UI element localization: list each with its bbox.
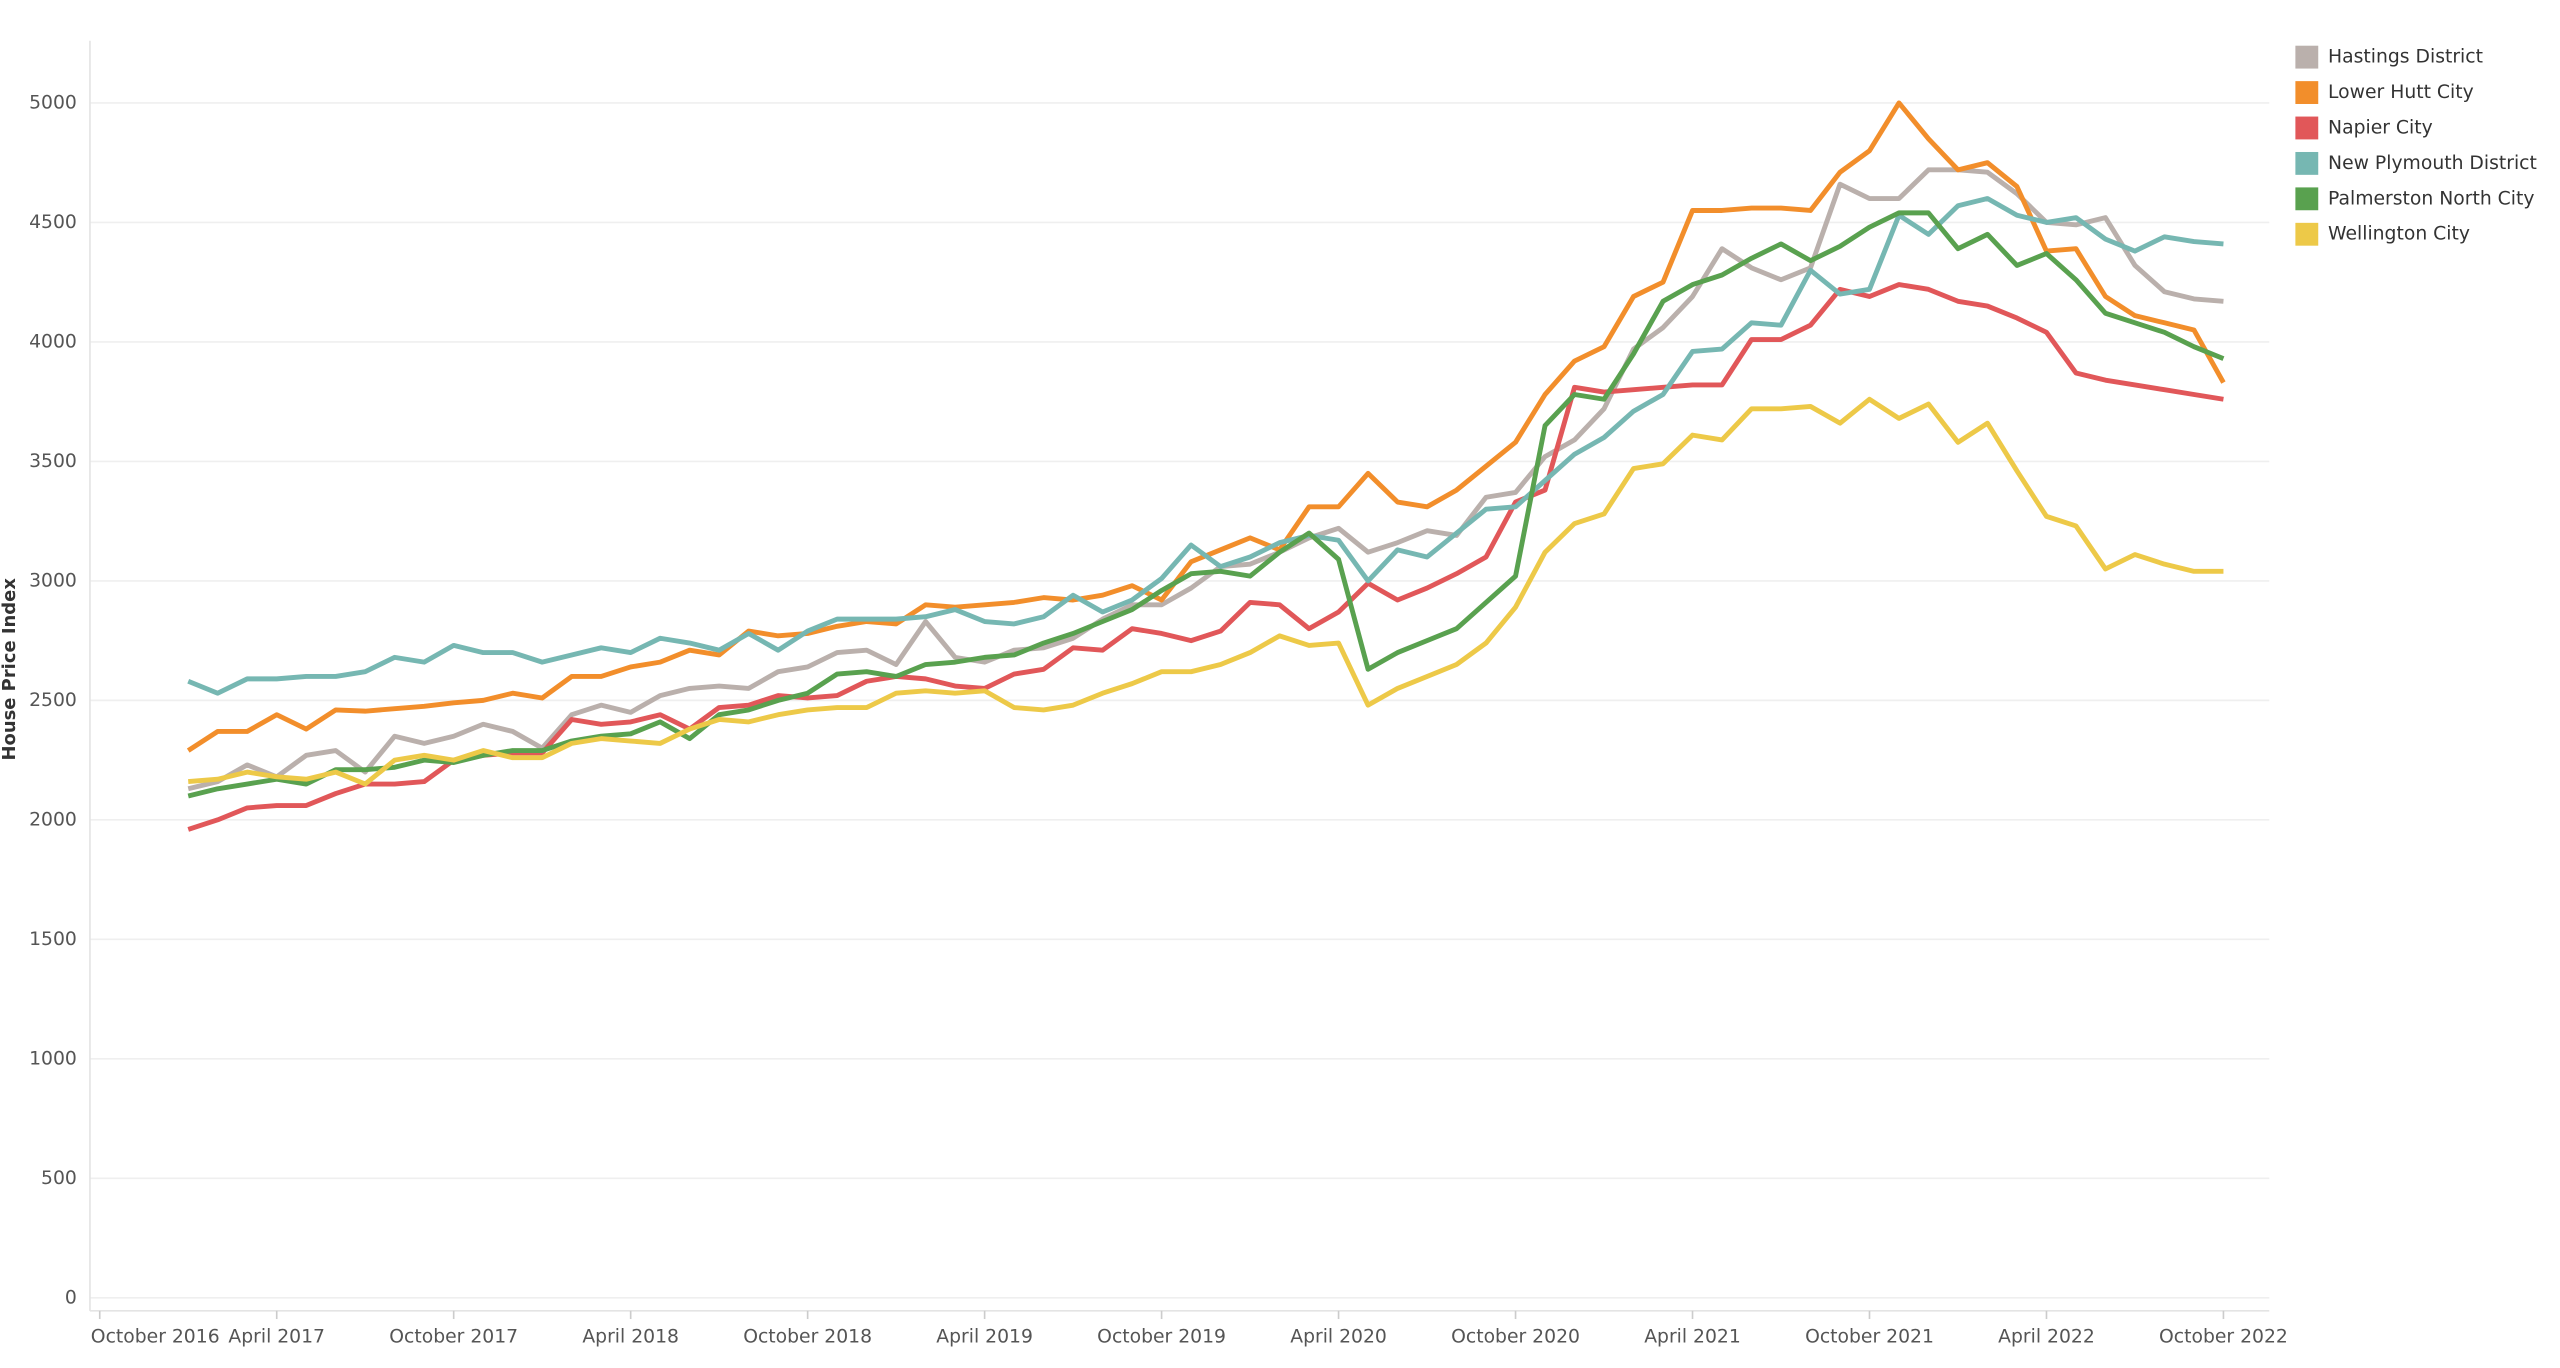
series-line (187, 167, 2224, 792)
x-tick-label: April 2022 (1998, 1326, 2095, 1347)
legend-label: Hastings District (2328, 47, 2483, 68)
x-tick-label: April 2019 (936, 1326, 1033, 1347)
x-tick-label: October 2022 (2159, 1326, 2288, 1347)
series-line (188, 396, 2224, 787)
y-tick-label: 2500 (29, 690, 77, 711)
y-tick-label: 1500 (29, 929, 77, 950)
series-line (187, 196, 2224, 696)
legend-label: Palmerston North City (2328, 188, 2534, 209)
y-tick-label: 4000 (29, 331, 77, 352)
x-tick-label: April 2018 (582, 1326, 679, 1347)
y-axis-label: House Price Index (0, 578, 20, 761)
legend-label: Napier City (2328, 117, 2433, 138)
y-tick-label: 4500 (29, 212, 77, 233)
x-tick-label: April 2021 (1644, 1326, 1741, 1347)
legend-swatch (2295, 222, 2319, 246)
legend-swatch (2295, 45, 2319, 69)
x-tick-label: October 2020 (1451, 1326, 1580, 1347)
legend-label: Wellington City (2328, 224, 2470, 245)
legend-label: New Plymouth District (2328, 153, 2537, 174)
x-tick-label: April 2017 (228, 1326, 325, 1347)
x-tick-label: October 2017 (389, 1326, 518, 1347)
y-tick-label: 2000 (29, 809, 77, 830)
legend-swatch (2295, 116, 2319, 140)
series-line (187, 210, 2225, 799)
y-tick-label: 5000 (29, 92, 77, 113)
x-tick-label: October 2019 (1097, 1326, 1226, 1347)
x-tick-label: October 2021 (1805, 1326, 1934, 1347)
legend-swatch (2295, 151, 2319, 175)
y-tick-label: 0 (65, 1287, 77, 1308)
legend-swatch (2295, 81, 2319, 104)
x-tick-label: October 2016 (91, 1326, 220, 1347)
legend-swatch (2295, 187, 2319, 211)
y-tick-label: 3500 (29, 451, 77, 472)
y-tick-label: 1000 (29, 1048, 77, 1069)
x-tick-label: October 2018 (743, 1326, 872, 1347)
x-tick-label: April 2020 (1290, 1326, 1387, 1347)
legend-label: Lower Hutt City (2328, 82, 2474, 103)
y-tick-label: 3000 (29, 570, 77, 591)
y-tick-label: 500 (41, 1168, 77, 1189)
